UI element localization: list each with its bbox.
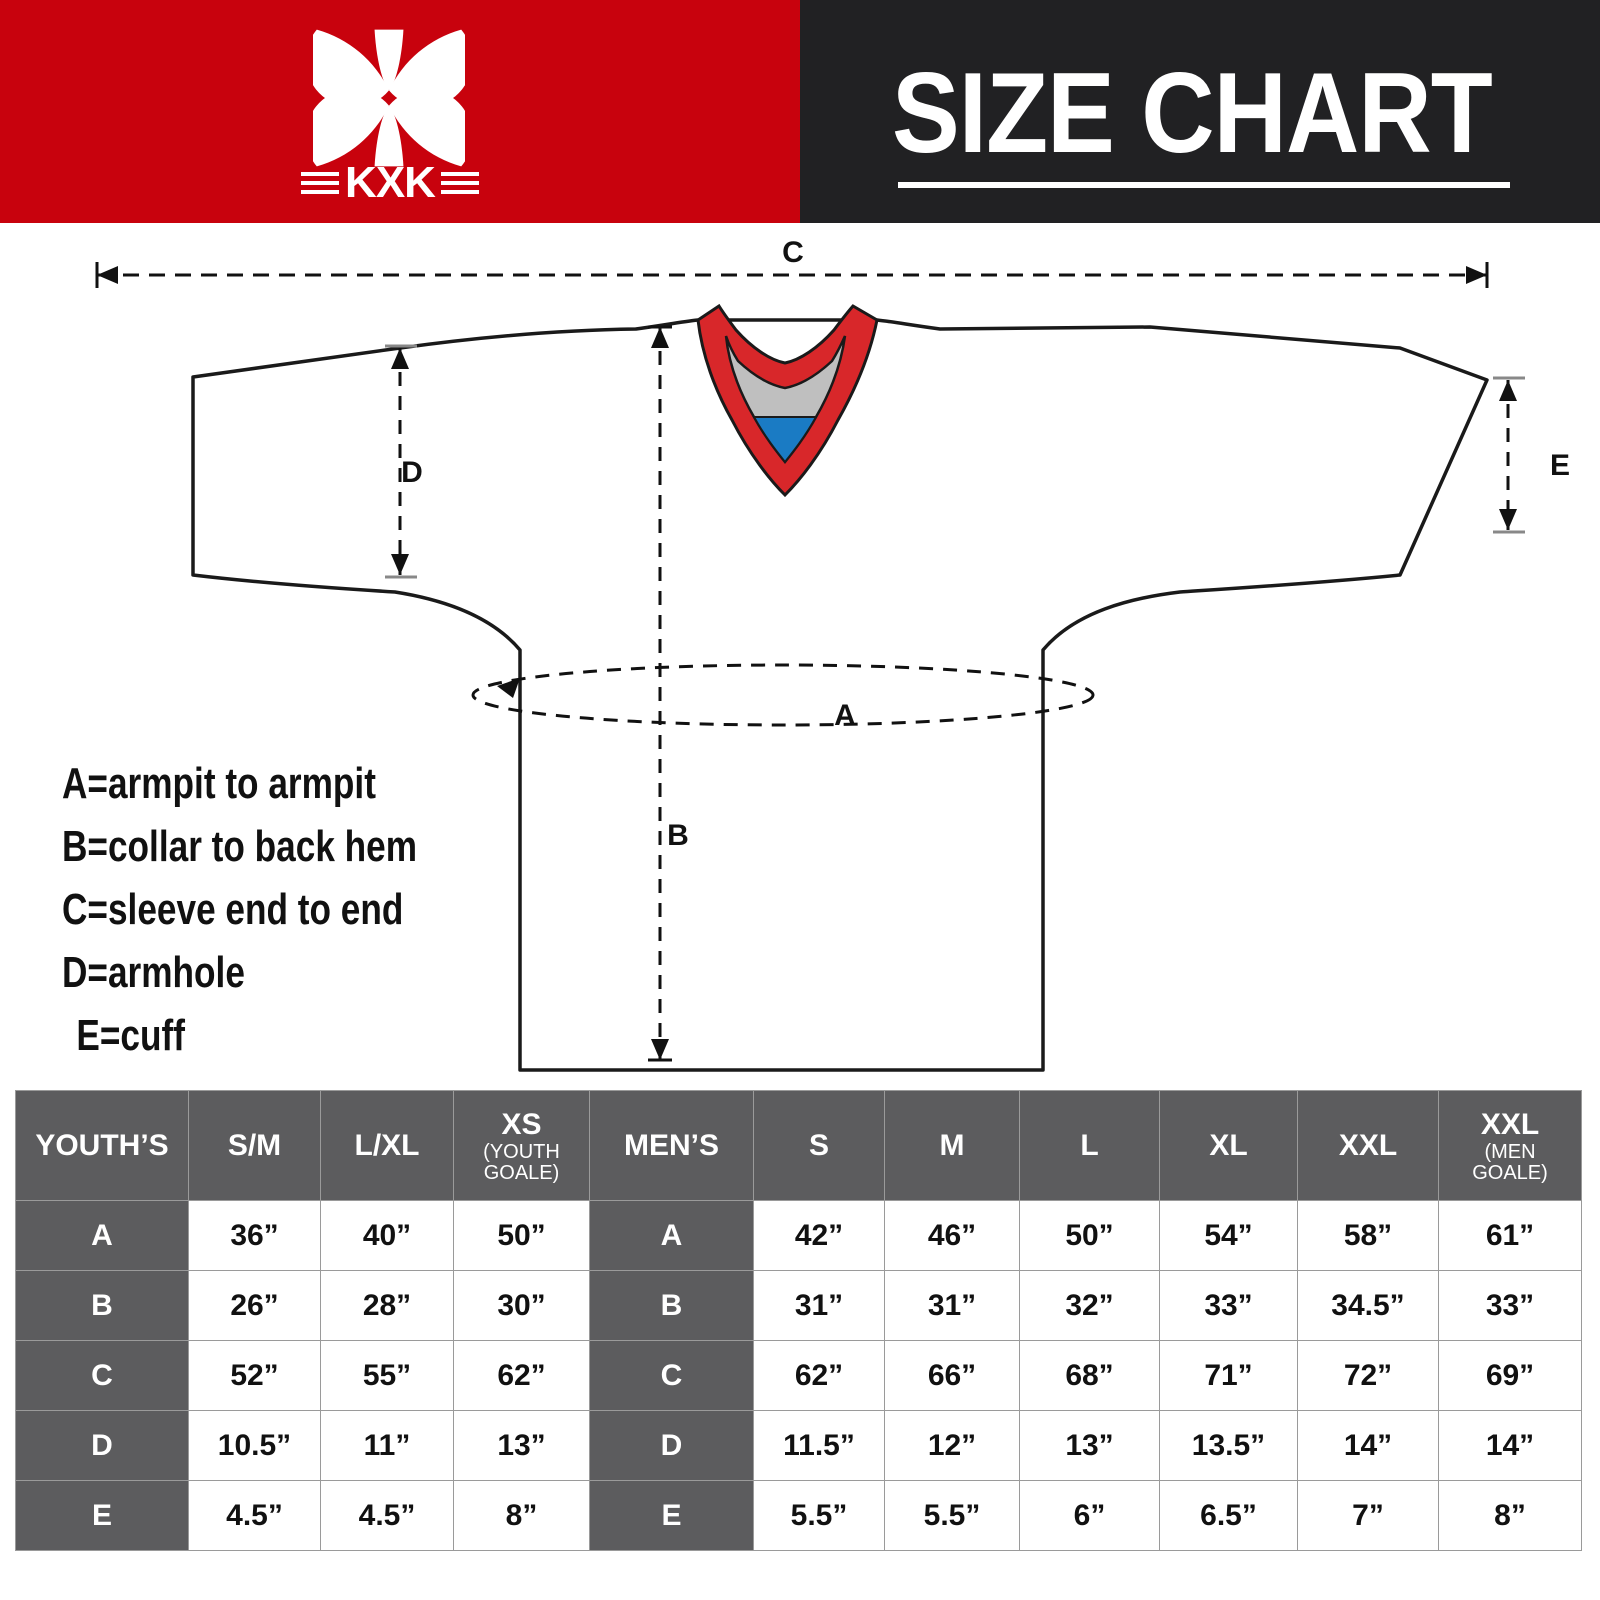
svg-text:C: C <box>782 236 804 269</box>
svg-text:D: D <box>401 456 423 489</box>
svg-text:A: A <box>834 699 856 732</box>
svg-text:E: E <box>1550 449 1570 482</box>
svg-text:B: B <box>667 819 689 852</box>
